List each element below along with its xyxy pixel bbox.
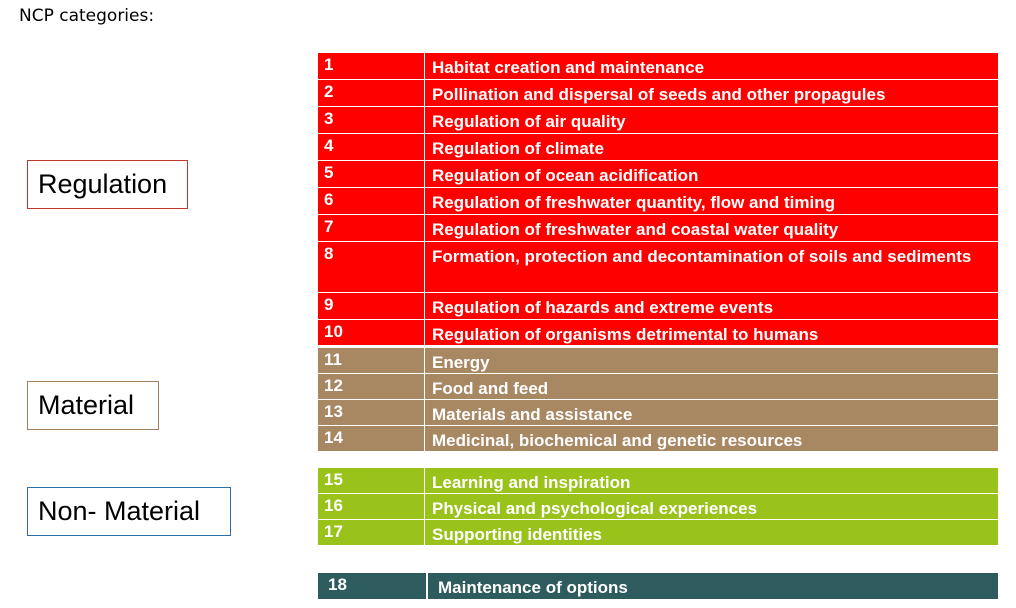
- table-row: 4 Regulation of climate: [318, 134, 998, 160]
- row-text: Regulation of organisms detrimental to h…: [432, 325, 819, 344]
- row-text: Supporting identities: [432, 525, 602, 544]
- category-non-material-label: Non- Material: [27, 487, 231, 536]
- table-row: 6 Regulation of freshwater quantity, flo…: [318, 188, 998, 214]
- row-text: Energy: [432, 353, 490, 372]
- row-text: Habitat creation and maintenance: [432, 58, 705, 77]
- table-row: 18 Maintenance of options: [318, 573, 998, 599]
- row-number: 10: [324, 322, 343, 341]
- table-row: 14 Medicinal, biochemical and genetic re…: [318, 426, 998, 451]
- table-row: 12 Food and feed: [318, 374, 998, 399]
- row-text: Learning and inspiration: [432, 473, 631, 492]
- row-number: 8: [324, 244, 334, 263]
- row-text: Regulation of freshwater quantity, flow …: [432, 193, 835, 212]
- table-row: 8 Formation, protection and decontaminat…: [318, 242, 998, 292]
- row-text: Materials and assistance: [432, 405, 633, 424]
- table-row: 17 Supporting identities: [318, 520, 998, 545]
- row-number: 1: [324, 55, 334, 74]
- page-title: NCP categories:: [19, 6, 155, 26]
- row-text: Regulation of air quality: [432, 112, 626, 131]
- row-text: Regulation of freshwater and coastal wat…: [432, 220, 839, 239]
- row-number: 12: [324, 376, 343, 395]
- row-text: Regulation of ocean acidification: [432, 166, 699, 185]
- table-row: 15 Learning and inspiration: [318, 468, 998, 493]
- row-number: 4: [324, 136, 334, 155]
- row-number: 7: [324, 217, 334, 236]
- table-row: 2 Pollination and dispersal of seeds and…: [318, 80, 998, 106]
- row-number: 11: [324, 350, 342, 369]
- table-row: 10 Regulation of organisms detrimental t…: [318, 320, 998, 345]
- row-text: Regulation of climate: [432, 139, 604, 158]
- table-row: 16 Physical and psychological experience…: [318, 494, 998, 519]
- table-row: 11 Energy: [318, 348, 998, 373]
- row-number: 6: [324, 190, 334, 209]
- table-row: 9 Regulation of hazards and extreme even…: [318, 293, 998, 319]
- row-number: 18: [328, 575, 347, 594]
- table-row: 7 Regulation of freshwater and coastal w…: [318, 215, 998, 241]
- row-number: 9: [324, 295, 334, 314]
- row-number: 17: [324, 522, 343, 541]
- row-number: 13: [324, 402, 343, 421]
- row-number: 14: [324, 428, 343, 447]
- row-number: 16: [324, 496, 343, 515]
- row-text: Maintenance of options: [438, 578, 628, 597]
- row-number: 3: [324, 109, 334, 128]
- table-row: 3 Regulation of air quality: [318, 107, 998, 133]
- table-row: 1 Habitat creation and maintenance: [318, 53, 998, 79]
- row-text: Formation, protection and decontaminatio…: [432, 247, 972, 266]
- row-text: Medicinal, biochemical and genetic resou…: [432, 431, 803, 450]
- row-text: Food and feed: [432, 379, 549, 398]
- row-text: Physical and psychological experiences: [432, 499, 758, 518]
- row-number: 15: [324, 470, 343, 489]
- row-number: 5: [324, 163, 334, 182]
- table-row: 13 Materials and assistance: [318, 400, 998, 425]
- row-text: Pollination and dispersal of seeds and o…: [432, 85, 886, 104]
- category-material-label: Material: [27, 381, 159, 430]
- table-row: 5 Regulation of ocean acidification: [318, 161, 998, 187]
- row-number: 2: [324, 82, 334, 101]
- row-text: Regulation of hazards and extreme events: [432, 298, 774, 317]
- category-regulation-label: Regulation: [27, 160, 188, 209]
